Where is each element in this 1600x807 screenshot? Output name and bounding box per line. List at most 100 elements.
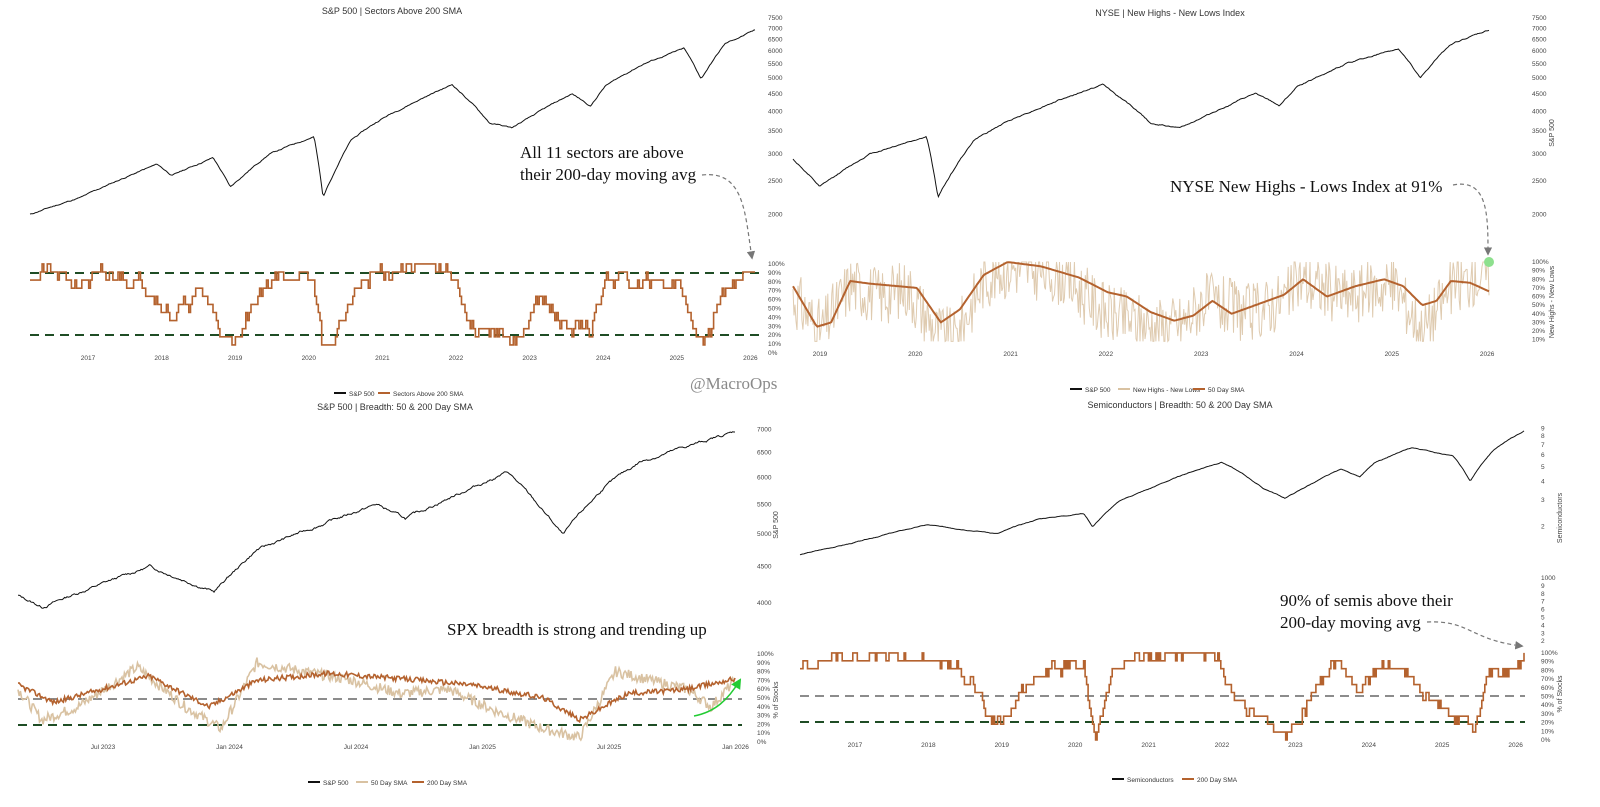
breadth-axis-label: New Highs - New Lows bbox=[1549, 265, 1556, 338]
breadth-tick-label: 0% bbox=[1541, 737, 1551, 744]
breadth-tick-label: 70% bbox=[757, 677, 770, 684]
breadth-tick-label: 1000 bbox=[1541, 575, 1556, 582]
watermark: @MacroOps bbox=[690, 374, 777, 393]
breadth-tick-label: 6 bbox=[1541, 607, 1545, 614]
breadth-tick-label: 7 bbox=[1541, 599, 1545, 606]
legend-label-50sma: 50 Day SMA bbox=[371, 780, 408, 787]
x-tick-label: 2021 bbox=[375, 355, 390, 362]
x-axis-ticks: Jul 2023 Jan 2024 Jul 2024 Jan 2025 Jul 2025… bbox=[91, 744, 750, 751]
breadth-tick-label: 100% bbox=[768, 261, 785, 268]
trend-arrow bbox=[693, 678, 742, 717]
sp500-price-line bbox=[17, 431, 735, 609]
price-tick-label: 4000 bbox=[757, 600, 772, 607]
price-tick-label: 4500 bbox=[757, 564, 772, 571]
breadth-tick-label: 50% bbox=[768, 306, 781, 313]
sp500-price-line bbox=[29, 29, 756, 215]
breadth-tick-label: 30% bbox=[757, 713, 770, 720]
legend: S&P 500 New Highs - New Lows 50 Day SMA bbox=[1070, 387, 1245, 394]
price-tick-label: 7000 bbox=[768, 25, 783, 32]
sectors-above-200sma-line bbox=[30, 263, 755, 346]
x-axis-ticks: 2017 2018 2019 2020 2021 2022 2023 2024 2025 2026 bbox=[848, 742, 1523, 749]
x-tick-label: 2026 bbox=[743, 355, 758, 362]
x-tick-label: Jul 2025 bbox=[597, 744, 622, 751]
price-axis-ticks: 7500 7000 6500 6000 5500 5000 4500 4000 3500 3000… bbox=[768, 15, 783, 218]
x-tick-label: 2018 bbox=[154, 355, 169, 362]
new-highs-new-lows-line bbox=[792, 261, 1490, 343]
price-tick-label: 2 bbox=[1541, 524, 1545, 531]
breadth-tick-label: 90% bbox=[768, 270, 781, 277]
breadth-axis-ticks: 100%90%80%70%60%50%40%30%20%10%0% bbox=[757, 651, 774, 746]
panel-nyse-new-highs-lows: NYSE | New Highs - New Lows Index 7500 70… bbox=[792, 8, 1556, 394]
price-tick-label: 6500 bbox=[757, 449, 772, 456]
sp500-price-line bbox=[792, 29, 1490, 199]
x-tick-label: 2023 bbox=[522, 355, 537, 362]
breadth-tick-label: 50% bbox=[1541, 694, 1554, 701]
x-tick-label: 2020 bbox=[908, 351, 923, 358]
price-tick-label: 6 bbox=[1541, 452, 1545, 459]
breadth-tick-label: 80% bbox=[757, 669, 770, 676]
breadth-tick-label: 50% bbox=[757, 695, 770, 702]
x-tick-label: 2018 bbox=[921, 742, 936, 749]
x-tick-label: 2024 bbox=[1289, 351, 1304, 358]
breadth-axis-ticks: 100% 90%80% 70% 60% 50%40% 30% 20%10% 0% 1000987… bbox=[1541, 575, 1558, 744]
breadth-tick-label: 50% bbox=[1532, 302, 1545, 309]
price-axis-label: Semiconductors bbox=[1557, 492, 1564, 543]
legend: S&P 500 50 Day SMA 200 Day SMA bbox=[308, 780, 468, 787]
price-tick-label: 5000 bbox=[768, 75, 783, 82]
annotation-line-1: 90% of semis above their bbox=[1280, 591, 1453, 610]
breadth-axis-ticks: 100%90%80%70%60%50%40%30%20%10%0% bbox=[768, 261, 785, 357]
annotation-arrow bbox=[701, 174, 756, 260]
breadth-tick-label: 4 bbox=[1541, 622, 1545, 629]
price-tick-label: 7 bbox=[1541, 442, 1545, 449]
price-tick-label: 4500 bbox=[1532, 91, 1547, 98]
legend-label-semis: Semiconductors bbox=[1127, 777, 1174, 784]
breadth-tick-label: 60% bbox=[1532, 294, 1545, 301]
price-tick-label: 7000 bbox=[757, 426, 772, 433]
price-tick-label: 6000 bbox=[1532, 48, 1547, 55]
breadth-tick-label: 3 bbox=[1541, 630, 1545, 637]
price-tick-label: 7500 bbox=[768, 15, 783, 22]
breadth-tick-label: 40% bbox=[757, 704, 770, 711]
breadth-tick-label: 90% bbox=[757, 660, 770, 667]
breadth-tick-label: 9 bbox=[1541, 583, 1545, 590]
price-tick-label: 3000 bbox=[768, 151, 783, 158]
breadth-tick-label: 20% bbox=[1541, 720, 1554, 727]
panel-title: S&P 500 | Sectors Above 200 SMA bbox=[322, 6, 462, 16]
x-tick-label: 2021 bbox=[1141, 742, 1156, 749]
legend-label-sma: 50 Day SMA bbox=[1208, 387, 1245, 394]
legend-label-sp500: S&P 500 bbox=[1085, 387, 1111, 394]
price-tick-label: 6000 bbox=[757, 474, 772, 481]
price-tick-label: 3500 bbox=[1532, 128, 1547, 135]
price-tick-label: 7000 bbox=[1532, 25, 1547, 32]
panel-title: S&P 500 | Breadth: 50 & 200 Day SMA bbox=[317, 402, 473, 412]
breadth-tick-label: 100% bbox=[1532, 259, 1549, 266]
breadth-tick-label: 60% bbox=[757, 686, 770, 693]
price-tick-label: 9 bbox=[1541, 426, 1545, 433]
price-tick-label: 5 bbox=[1541, 464, 1545, 471]
x-tick-label: 2021 bbox=[1003, 351, 1018, 358]
breadth-axis-ticks: 100% 90%80% 70% 60%50% 40%30% 20% 10% bbox=[1532, 259, 1549, 344]
x-tick-label: 2017 bbox=[848, 742, 863, 749]
breadth-tick-label: 30% bbox=[768, 323, 781, 330]
x-tick-label: 2023 bbox=[1288, 742, 1303, 749]
panel-title: NYSE | New Highs - New Lows Index bbox=[1095, 8, 1245, 18]
breadth-tick-label: 100% bbox=[757, 651, 774, 658]
price-tick-label: 6500 bbox=[768, 36, 783, 43]
price-axis-label: S&P 500 bbox=[773, 511, 780, 539]
x-tick-label: 2020 bbox=[1068, 742, 1083, 749]
price-tick-label: 2500 bbox=[768, 178, 783, 185]
breadth-tick-label: 90% bbox=[1532, 268, 1545, 275]
price-tick-label: 2000 bbox=[768, 211, 783, 218]
breadth-tick-label: 70% bbox=[768, 288, 781, 295]
breadth-tick-label: 100% bbox=[1541, 650, 1558, 657]
panel-sectors-above-200sma: S&P 500 | Sectors Above 200 SMA 7500 7000… bbox=[29, 6, 785, 398]
breadth-tick-label: 10% bbox=[1532, 337, 1545, 344]
annotation-line-1: NYSE New Highs - Lows Index at 91% bbox=[1170, 177, 1442, 196]
x-tick-label: 2025 bbox=[670, 355, 685, 362]
200-day-sma-line bbox=[800, 652, 1525, 741]
x-tick-label: 2019 bbox=[813, 351, 828, 358]
legend: Semiconductors 200 Day SMA bbox=[1112, 777, 1238, 784]
breadth-tick-label: 20% bbox=[757, 721, 770, 728]
x-tick-label: 2024 bbox=[596, 355, 611, 362]
breadth-tick-label: 10% bbox=[768, 341, 781, 348]
